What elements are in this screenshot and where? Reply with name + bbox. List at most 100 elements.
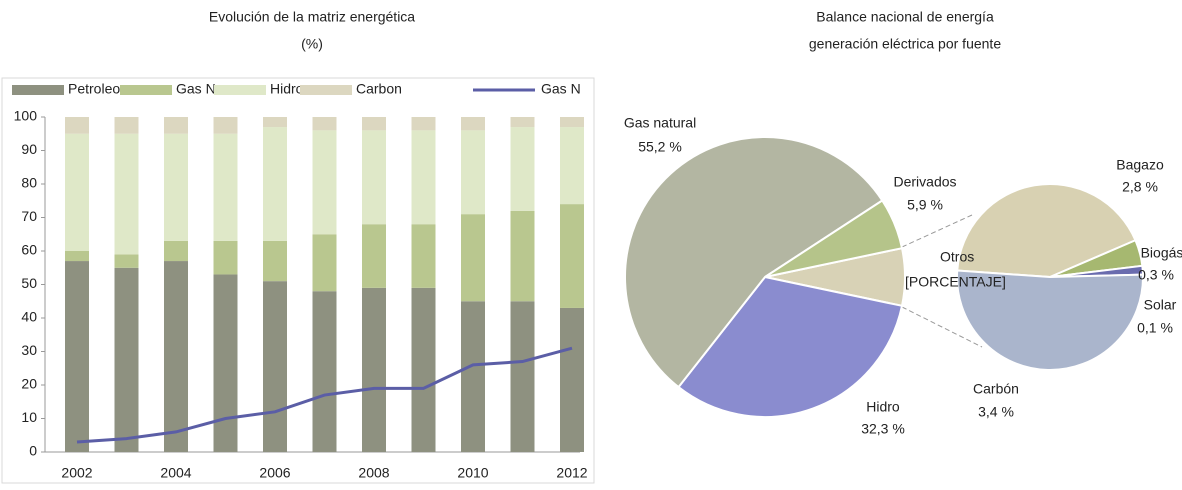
slice-value: 3,4 % — [978, 404, 1014, 420]
chart-subtitle: (%) — [301, 36, 323, 52]
bar-segment — [362, 224, 386, 288]
bar-segment — [164, 117, 188, 134]
pie-slice — [764, 199, 904, 278]
y-tick-label: 80 — [21, 175, 37, 191]
bar-segment — [362, 130, 386, 225]
chart-title: Balance nacional de energía — [816, 9, 994, 25]
bar-segment — [65, 133, 89, 251]
bar-segment — [461, 214, 485, 302]
legend-swatch — [214, 85, 266, 95]
legend-label: Hidro — [270, 81, 304, 97]
bar-segment — [411, 117, 436, 131]
slice-label: Hidro — [866, 399, 900, 415]
y-tick-label: 20 — [21, 376, 37, 392]
line — [76, 346, 573, 444]
legend-swatch — [120, 85, 172, 95]
bar-segment — [263, 127, 287, 241]
bar-segment — [114, 117, 139, 134]
bar-segment — [560, 117, 584, 128]
chart-title: Evolución de la matriz energética — [209, 9, 415, 25]
y-tick-label: 70 — [21, 208, 37, 224]
bar-segment — [65, 251, 89, 262]
bar-segment — [362, 117, 386, 131]
bar-segment — [114, 267, 139, 452]
bar-segment — [114, 254, 139, 268]
slice-value: 5,9 % — [907, 197, 943, 213]
x-tick-label: 2006 — [259, 465, 290, 481]
bar-segment — [461, 117, 485, 131]
bar-segment — [510, 127, 535, 211]
slice-label: Carbón — [973, 381, 1019, 397]
bar-segment — [263, 281, 287, 452]
y-tick-label: 30 — [21, 342, 37, 358]
connector — [901, 306, 983, 348]
y-tick-label: 0 — [29, 443, 37, 459]
legend-label: Gas N — [541, 81, 581, 97]
slice-label: Biogás — [1141, 245, 1182, 261]
bar-segment — [560, 127, 584, 205]
x-tick-label: 2002 — [61, 465, 92, 481]
x-tick-label: 2008 — [358, 465, 389, 481]
slice-value: 0,1 % — [1137, 320, 1173, 336]
slice-label: Otros — [940, 249, 974, 265]
legend-label: Gas N — [176, 81, 216, 97]
pie-slice — [956, 269, 1144, 371]
y-tick-label: 90 — [21, 141, 37, 157]
bar-segment — [461, 301, 485, 452]
y-tick-label: 50 — [21, 275, 37, 291]
legend-swatch — [12, 85, 64, 95]
slice-value: 0,3 % — [1138, 267, 1174, 283]
bar-segment — [164, 133, 188, 241]
x-tick-label: 2012 — [556, 465, 587, 481]
bar-segment — [164, 261, 188, 452]
pie-slice — [677, 275, 904, 418]
pie-slice — [956, 183, 1137, 279]
bar-segment — [461, 130, 485, 215]
slice-label: Solar — [1144, 297, 1177, 313]
connector — [901, 214, 973, 248]
slice-label: Derivados — [893, 174, 956, 190]
y-tick-label: 40 — [21, 309, 37, 325]
y-tick-label: 100 — [14, 108, 38, 124]
y-tick-label: 60 — [21, 242, 37, 258]
legend-swatch — [300, 85, 352, 95]
y-tick-label: 10 — [21, 409, 37, 425]
bar-segment — [560, 307, 584, 452]
slice-value: 32,3 % — [861, 421, 905, 437]
bar-segment — [312, 234, 337, 292]
bar-segment — [263, 117, 287, 128]
bar-segment — [411, 130, 436, 225]
bar-segment — [312, 117, 337, 131]
bar-segment — [411, 287, 436, 452]
bar-segment — [213, 240, 238, 275]
x-tick-label: 2010 — [457, 465, 488, 481]
bar-segment — [312, 130, 337, 235]
legend-label: Carbon — [356, 81, 402, 97]
slice-label: Gas natural — [624, 115, 696, 131]
bar-segment — [510, 301, 535, 452]
bar-segment — [164, 240, 188, 262]
bar-segment — [312, 291, 337, 452]
plot-border — [1, 77, 595, 484]
slice-value: [PORCENTAJE] — [905, 274, 1006, 290]
slice-value: 2,8 % — [1122, 179, 1158, 195]
bar-segment — [510, 117, 535, 128]
legend-label: Petroleo — [68, 81, 120, 97]
bar-segment — [510, 210, 535, 302]
slice-value: 55,2 % — [638, 139, 682, 155]
bar-segment — [213, 117, 238, 134]
bar-segment — [411, 224, 436, 288]
bar-segment — [362, 287, 386, 452]
bar-segment — [213, 274, 238, 452]
bar-segment — [263, 240, 287, 282]
bar-segment — [213, 133, 238, 241]
bar-segment — [65, 261, 89, 452]
bar-segment — [114, 133, 139, 255]
chart-subtitle: generación eléctrica por fuente — [809, 36, 1001, 52]
x-tick-label: 2004 — [160, 465, 191, 481]
bar-segment — [65, 117, 89, 134]
bar-segment — [560, 204, 584, 308]
pie-slice — [624, 136, 884, 389]
slice-label: Bagazo — [1116, 157, 1164, 173]
